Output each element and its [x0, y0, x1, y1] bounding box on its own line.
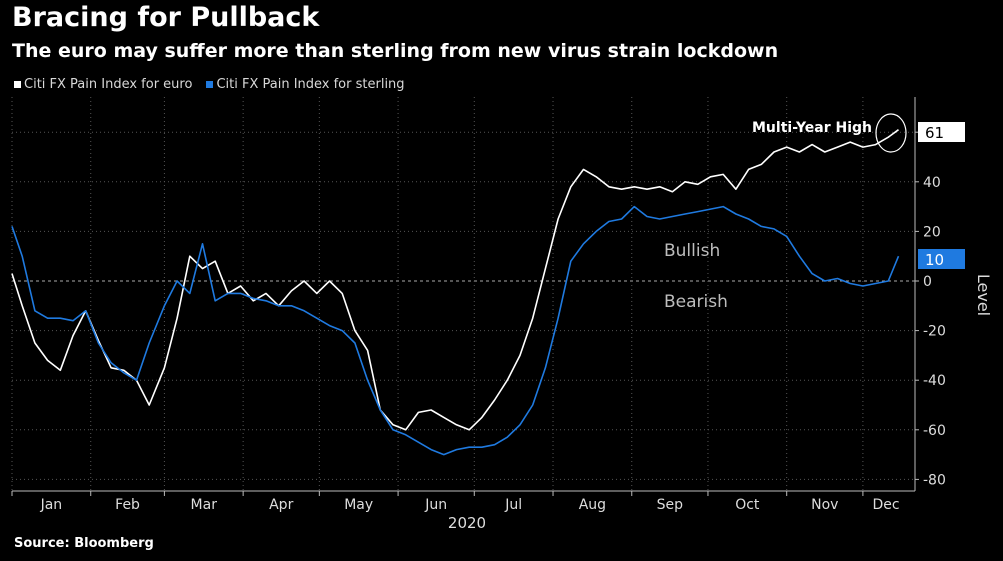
x-tick-label: Oct	[735, 497, 760, 513]
end-label-sterling-box	[918, 249, 965, 269]
x-tick-label: Dec	[872, 497, 899, 513]
x-tick-label: Nov	[811, 497, 838, 513]
y-tick-label: 20	[923, 224, 941, 240]
legend: Citi FX Pain Index for euro Citi FX Pain…	[14, 77, 405, 92]
chart-subtitle: The euro may suffer more than sterling f…	[12, 40, 779, 62]
end-label-euro: 61	[918, 122, 965, 142]
x-tick-label: Jun	[424, 497, 447, 513]
annotation-bearish: Bearish	[664, 292, 728, 312]
x-tick-label: Jan	[40, 497, 63, 513]
x-axis-year-label: 2020	[448, 514, 486, 532]
y-axis-label: Level	[974, 274, 993, 316]
end-label-sterling: 10	[918, 249, 965, 269]
legend-item-euro: Citi FX Pain Index for euro	[14, 77, 192, 92]
series-line-sterling	[11, 205, 900, 456]
y-tick-label: -40	[923, 373, 946, 389]
y-tick-label: -20	[923, 324, 946, 340]
grid-layer	[11, 97, 915, 491]
series-line-euro	[11, 129, 899, 431]
y-tick-label: 0	[923, 274, 932, 290]
series-layer	[11, 129, 900, 456]
legend-item-sterling: Citi FX Pain Index for sterling	[206, 77, 405, 92]
y-tick-label: 40	[923, 175, 941, 191]
label-layer: Multi-Year High Bullish Bearish 2020 Lev…	[448, 113, 993, 532]
x-tick-label: Apr	[269, 497, 293, 513]
legend-label-euro: Citi FX Pain Index for euro	[24, 77, 193, 92]
axis-layer: 6040200-20-40-60-80JanFebMarAprMayJunJul…	[11, 97, 946, 513]
annotation-multi-year-high: Multi-Year High	[752, 120, 872, 136]
x-tick-label: May	[344, 497, 373, 513]
legend-swatch-euro	[14, 81, 21, 88]
legend-swatch-sterling	[206, 81, 214, 88]
x-tick-label: Mar	[191, 497, 218, 513]
end-label-sterling-text: 10	[925, 251, 944, 269]
x-tick-label: Sep	[657, 497, 684, 513]
annotation-bullish: Bullish	[664, 241, 720, 261]
x-tick-label: Feb	[115, 497, 140, 513]
multi-year-high-circle	[875, 113, 907, 153]
chart-title: Bracing for Pullback	[12, 2, 320, 33]
y-tick-label: -60	[923, 423, 946, 439]
end-label-euro-text: 61	[925, 124, 944, 142]
end-label-euro-box	[918, 122, 965, 142]
legend-label-sterling: Citi FX Pain Index for sterling	[216, 77, 405, 92]
x-tick-label: Jul	[504, 497, 522, 513]
source-note: Source: Bloomberg	[14, 536, 154, 551]
x-tick-label: Aug	[579, 497, 606, 513]
y-tick-label: -80	[923, 472, 946, 488]
